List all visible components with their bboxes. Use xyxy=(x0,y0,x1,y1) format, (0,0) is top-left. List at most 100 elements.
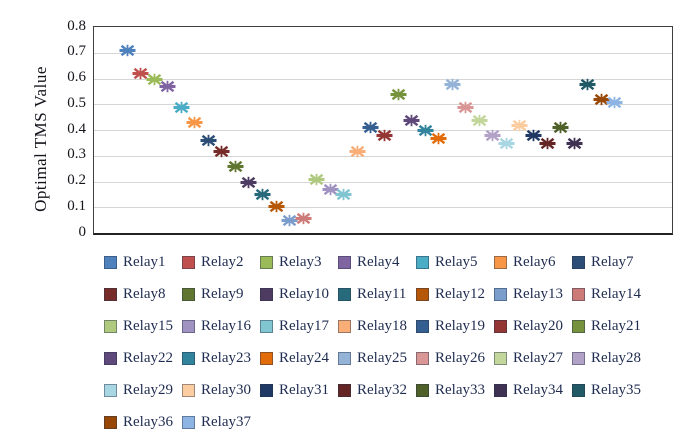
legend-swatch-icon xyxy=(182,383,195,397)
marker-relay13 xyxy=(281,214,298,227)
legend-item-relay21: Relay21 xyxy=(572,316,650,336)
legend-item-relay14: Relay14 xyxy=(572,284,650,304)
legend-label: Relay1 xyxy=(123,254,166,270)
marker-relay15 xyxy=(308,173,325,186)
legend-item-relay35: Relay35 xyxy=(572,380,650,400)
legend-label: Relay23 xyxy=(201,350,251,366)
gridline xyxy=(94,181,672,183)
legend-swatch-icon xyxy=(338,383,351,397)
y-axis-tick-label: 0.2 xyxy=(67,172,86,188)
marker-relay10 xyxy=(240,176,257,188)
gridline xyxy=(94,207,672,209)
legend-item-relay8: Relay8 xyxy=(104,284,182,304)
legend-item-relay17: Relay17 xyxy=(260,316,338,336)
legend-item-relay15: Relay15 xyxy=(104,316,182,336)
marker-relay19 xyxy=(362,122,379,134)
marker-relay28 xyxy=(484,129,501,142)
marker-relay4 xyxy=(159,81,176,93)
gridline xyxy=(94,52,672,54)
marker-relay7 xyxy=(200,135,217,147)
legend-item-relay19: Relay19 xyxy=(416,316,494,336)
legend-item-relay30: Relay30 xyxy=(182,380,260,400)
legend-label: Relay17 xyxy=(279,318,329,334)
legend-label: Relay27 xyxy=(513,350,563,366)
legend-swatch-icon xyxy=(572,319,585,333)
legend-swatch-icon xyxy=(416,319,429,333)
marker-relay22 xyxy=(403,114,420,126)
marker-relay8 xyxy=(213,145,230,157)
legend-label: Relay14 xyxy=(591,286,641,302)
legend-item-relay29: Relay29 xyxy=(104,380,182,400)
legend-swatch-icon xyxy=(182,351,195,365)
legend-item-relay16: Relay16 xyxy=(182,316,260,336)
marker-relay2 xyxy=(132,68,149,80)
legend-swatch-icon xyxy=(338,287,351,301)
marker-relay37 xyxy=(606,96,623,108)
legend-item-relay32: Relay32 xyxy=(338,380,416,400)
marker-relay25 xyxy=(444,78,461,90)
y-axis-tick-label: 0.7 xyxy=(67,43,86,60)
legend-swatch-icon xyxy=(416,255,429,269)
legend-swatch-icon xyxy=(182,415,195,429)
legend-swatch-icon xyxy=(338,255,351,269)
marker-relay16 xyxy=(322,184,339,196)
legend-item-relay33: Relay33 xyxy=(416,380,494,400)
legend-swatch-icon xyxy=(572,383,585,397)
legend-item-relay27: Relay27 xyxy=(494,348,572,368)
legend-item-relay34: Relay34 xyxy=(494,380,572,400)
legend-label: Relay30 xyxy=(201,382,251,398)
legend-item-relay18: Relay18 xyxy=(338,316,416,336)
legend-swatch-icon xyxy=(416,287,429,301)
legend-label: Relay24 xyxy=(279,350,329,366)
legend-item-relay36: Relay36 xyxy=(104,412,182,432)
legend-label: Relay37 xyxy=(201,414,251,430)
legend-swatch-icon xyxy=(260,351,273,365)
legend-item-relay25: Relay25 xyxy=(338,348,416,368)
marker-relay26 xyxy=(457,101,474,114)
marker-relay18 xyxy=(349,145,366,157)
marker-relay27 xyxy=(471,114,488,126)
legend-label: Relay4 xyxy=(357,254,400,270)
legend-item-relay37: Relay37 xyxy=(182,412,260,432)
y-axis-tick-label: 0.6 xyxy=(67,69,86,85)
gridline xyxy=(94,78,672,80)
legend-label: Relay20 xyxy=(513,318,563,334)
legend-swatch-icon xyxy=(104,351,117,365)
marker-relay17 xyxy=(335,189,352,201)
legend-label: Relay29 xyxy=(123,382,173,398)
marker-relay23 xyxy=(417,124,434,137)
legend-item-relay1: Relay1 xyxy=(104,252,182,272)
marker-relay35 xyxy=(579,78,596,90)
legend-label: Relay36 xyxy=(123,414,173,430)
legend-swatch-icon xyxy=(494,255,507,269)
legend-item-relay4: Relay4 xyxy=(338,252,416,272)
legend-swatch-icon xyxy=(260,319,273,333)
marker-relay30 xyxy=(511,119,528,132)
marker-relay3 xyxy=(146,73,163,85)
marker-relay12 xyxy=(268,200,285,213)
legend-swatch-icon xyxy=(182,255,195,269)
legend-label: Relay35 xyxy=(591,382,641,398)
gridline xyxy=(94,104,672,106)
marker-relay6 xyxy=(186,117,203,129)
legend-swatch-icon xyxy=(572,287,585,301)
legend-label: Relay8 xyxy=(123,286,166,302)
legend-label: Relay11 xyxy=(357,286,407,302)
legend-label: Relay18 xyxy=(357,318,407,334)
legend-item-relay10: Relay10 xyxy=(260,284,338,304)
legend-swatch-icon xyxy=(494,287,507,301)
legend-swatch-icon xyxy=(104,319,117,333)
legend-item-relay7: Relay7 xyxy=(572,252,650,272)
marker-relay14 xyxy=(295,212,312,224)
y-axis-tick-label: 0.5 xyxy=(67,94,86,111)
legend-swatch-icon xyxy=(338,319,351,333)
legend-swatch-icon xyxy=(260,383,273,397)
legend-swatch-icon xyxy=(104,383,117,397)
legend-label: Relay31 xyxy=(279,382,329,398)
legend-swatch-icon xyxy=(494,351,507,365)
legend-swatch-icon xyxy=(182,319,195,333)
legend-swatch-icon xyxy=(572,351,585,365)
y-axis-tick-label: 0.8 xyxy=(67,17,86,34)
marker-relay11 xyxy=(254,189,271,201)
